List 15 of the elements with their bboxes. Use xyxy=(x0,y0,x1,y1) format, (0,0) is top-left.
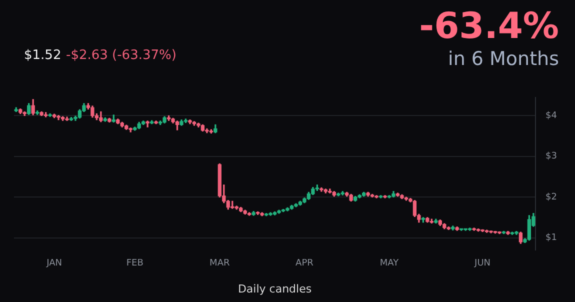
y-tick-label: $2 xyxy=(546,192,557,202)
y-tick-label: $3 xyxy=(546,152,557,162)
text: -63.4% xyxy=(419,6,559,47)
x-tick-label: JAN xyxy=(46,258,62,269)
x-axis-title: Daily candles xyxy=(238,282,312,296)
y-tick-label: $1 xyxy=(546,233,557,244)
text: in 6 Months xyxy=(448,48,559,70)
y-tick-label: $4 xyxy=(546,111,558,122)
x-tick-label: MAY xyxy=(380,258,400,269)
text: -$2.63 (-63.37%) xyxy=(66,48,176,63)
text: $1.52 xyxy=(24,48,62,63)
x-tick-label: JUN xyxy=(474,258,491,269)
x-tick-label: FEB xyxy=(126,258,144,269)
x-tick-label: MAR xyxy=(210,258,230,269)
x-tick-label: APR xyxy=(296,258,314,269)
